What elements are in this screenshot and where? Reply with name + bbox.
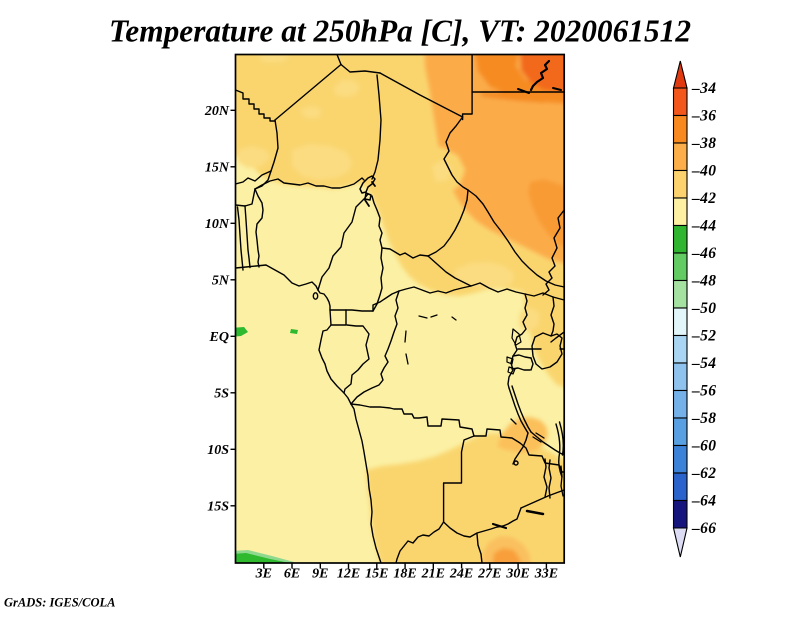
svg-text:–58: –58 — [691, 410, 716, 427]
svg-text:15E: 15E — [365, 567, 388, 582]
svg-text:–64: –64 — [691, 492, 716, 509]
svg-text:–66: –66 — [691, 520, 716, 537]
svg-text:24E: 24E — [449, 567, 473, 582]
svg-text:–50: –50 — [691, 300, 716, 317]
svg-text:–46: –46 — [691, 245, 716, 262]
svg-text:12E: 12E — [337, 567, 360, 582]
svg-text:–52: –52 — [691, 327, 716, 344]
svg-text:20N: 20N — [204, 104, 230, 119]
svg-text:9E: 9E — [312, 567, 328, 582]
svg-text:15N: 15N — [205, 161, 230, 176]
svg-text:–36: –36 — [691, 107, 716, 124]
svg-text:–44: –44 — [691, 217, 716, 234]
svg-text:21E: 21E — [421, 567, 445, 582]
svg-text:–62: –62 — [691, 465, 716, 482]
svg-text:–48: –48 — [691, 272, 716, 289]
svg-text:27E: 27E — [477, 567, 501, 582]
svg-text:–42: –42 — [691, 190, 716, 207]
svg-text:Temperature at 250hPa [C], VT:: Temperature at 250hPa [C], VT: 202006151… — [109, 13, 691, 49]
svg-text:15S: 15S — [207, 500, 229, 515]
svg-text:33E: 33E — [534, 567, 558, 582]
svg-text:10S: 10S — [207, 443, 229, 458]
svg-text:5S: 5S — [214, 387, 229, 402]
svg-text:6E: 6E — [284, 567, 300, 582]
svg-text:EQ: EQ — [209, 330, 229, 345]
svg-text:GrADS: IGES/COLA: GrADS: IGES/COLA — [4, 596, 116, 610]
svg-text:–34: –34 — [691, 80, 716, 97]
svg-text:–54: –54 — [691, 355, 716, 372]
svg-text:3E: 3E — [255, 567, 272, 582]
svg-text:30E: 30E — [505, 567, 529, 582]
svg-text:5N: 5N — [212, 274, 230, 289]
svg-text:18E: 18E — [393, 567, 416, 582]
svg-text:10N: 10N — [205, 217, 230, 232]
svg-text:–56: –56 — [691, 382, 716, 399]
svg-text:–40: –40 — [691, 162, 716, 179]
svg-text:–38: –38 — [691, 135, 716, 152]
svg-text:–60: –60 — [691, 437, 716, 454]
